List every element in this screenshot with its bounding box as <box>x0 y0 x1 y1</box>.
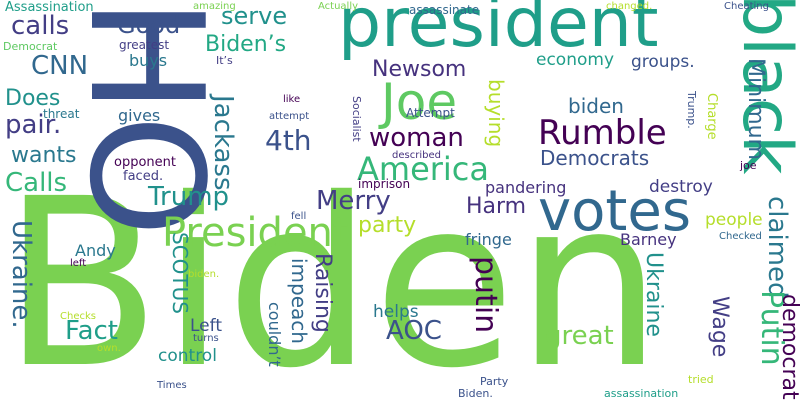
word: described <box>392 150 441 161</box>
word: buying <box>484 79 508 148</box>
word: biden. <box>188 269 220 280</box>
word: serve <box>221 2 288 30</box>
word: Jackass <box>208 95 238 191</box>
word: like <box>283 94 301 105</box>
word: votes <box>538 179 691 244</box>
word: couldn’t <box>265 302 284 367</box>
word: assassinate <box>409 3 480 17</box>
word: Fact <box>65 316 118 346</box>
word: President <box>162 210 349 256</box>
word: opponent <box>114 155 176 170</box>
word: calls <box>11 11 70 41</box>
word: putin <box>468 256 503 334</box>
word: 4th <box>265 124 312 157</box>
word: Biden <box>2 149 663 400</box>
word: amazing <box>193 1 236 12</box>
word: imprison <box>358 177 411 191</box>
word: Democrats <box>540 146 650 170</box>
word: tried <box>688 373 714 386</box>
word: Actually <box>318 1 359 12</box>
word: people <box>705 210 763 230</box>
word: Attempt <box>406 106 455 120</box>
word: party <box>358 213 417 238</box>
word: helps <box>373 302 419 322</box>
word: Calls <box>5 168 68 198</box>
word: turns <box>193 333 219 344</box>
word: CNN <box>31 51 89 81</box>
word: Good <box>117 11 181 39</box>
word: control <box>158 346 217 366</box>
word: Charge <box>704 93 719 140</box>
word: faced. <box>123 169 164 184</box>
word: Does <box>5 86 61 111</box>
word: groups. <box>631 52 695 72</box>
word: president <box>338 0 659 63</box>
word: Cheating <box>724 1 769 12</box>
word: Harm <box>466 194 527 219</box>
word: Rumble <box>538 113 667 153</box>
word: Merry <box>316 186 391 216</box>
word: pandering <box>485 178 567 197</box>
word: Party <box>480 375 509 388</box>
word: It’s <box>216 54 233 67</box>
word: Checks <box>60 311 96 322</box>
word: destroy <box>649 177 713 197</box>
word: joe <box>740 159 757 172</box>
word: greatest <box>119 38 170 52</box>
word: great <box>545 321 614 351</box>
word: Biden. <box>458 387 493 400</box>
word: Times <box>157 380 187 391</box>
word: fell <box>291 211 307 222</box>
word: own. <box>97 343 121 354</box>
word: pair. <box>5 110 62 140</box>
word: woman <box>369 123 464 153</box>
word: impeach <box>287 258 311 344</box>
word: economy <box>536 50 615 70</box>
word: Andy <box>75 241 116 260</box>
word: Barney <box>620 230 677 249</box>
word: Minimum <box>743 58 768 160</box>
word: SCOTUS <box>168 232 192 314</box>
word: biden <box>568 94 624 118</box>
word: Joe <box>381 73 458 131</box>
word: attempt <box>269 111 310 122</box>
word: gives <box>118 106 161 125</box>
word: wants <box>11 143 77 168</box>
word: democrat <box>777 294 800 400</box>
word: threat <box>43 107 80 121</box>
word: Socialist <box>350 96 363 142</box>
word: Biden’s <box>205 32 287 57</box>
word: Checked <box>719 231 762 242</box>
word: changed. <box>606 1 653 12</box>
word: Raising <box>310 253 335 333</box>
word: assassination <box>604 387 679 400</box>
word: buys <box>129 51 168 70</box>
word: left <box>70 258 87 269</box>
word: Trump <box>148 182 230 212</box>
word: Trump. <box>685 91 698 129</box>
word: Assassination <box>5 0 94 15</box>
word: Newsom <box>372 57 467 82</box>
word: AOC <box>386 316 442 346</box>
word: fringe <box>465 230 512 249</box>
word: Left <box>190 316 222 336</box>
word: America <box>357 150 489 188</box>
word: Wage <box>707 296 732 358</box>
word: Ukraine. <box>6 220 36 329</box>
word: claimed <box>762 196 792 299</box>
word: Democrat <box>3 40 58 53</box>
word: Ukraine <box>641 252 666 337</box>
